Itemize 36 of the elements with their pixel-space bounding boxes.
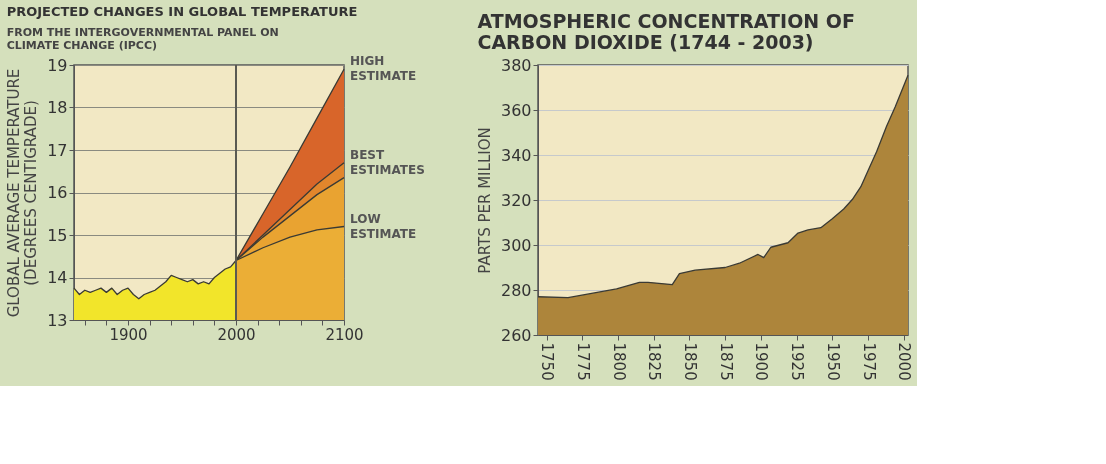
- y-tick-label: 360: [500, 100, 532, 120]
- y-tick-label: 320: [500, 190, 532, 210]
- y-tick-label: 17: [47, 140, 68, 160]
- x-tick-label: 2000: [217, 325, 256, 344]
- chart-title: ATMOSPHERIC CONCENTRATION OF CARBON DIOXIDE (1744 - 2003): [477, 10, 855, 53]
- x-tick-label: 1775: [573, 342, 592, 381]
- series-label: BEST ESTIMATES: [350, 147, 425, 177]
- y-tick-label: 340: [500, 145, 532, 165]
- x-tick-label: 2000: [895, 342, 914, 381]
- x-tick-label: 1825: [645, 342, 664, 381]
- x-tick-label: 1800: [609, 342, 628, 381]
- series-label: HIGH ESTIMATE: [350, 54, 417, 84]
- x-tick-label: 1850: [680, 342, 699, 381]
- y-tick-label: 380: [500, 55, 532, 75]
- x-tick-label: 1950: [823, 342, 842, 381]
- y-tick-label: 14: [47, 268, 68, 287]
- y-tick-label: 300: [500, 235, 532, 255]
- y-tick-label: 16: [47, 183, 68, 202]
- y-tick-label: 19: [47, 55, 68, 75]
- x-tick-label: 2100: [325, 325, 364, 344]
- x-tick-label: 1900: [109, 325, 148, 344]
- y-axis-title: GLOBAL AVERAGE TEMPERATURE (DEGREES CENTIGRADE): [5, 68, 41, 318]
- y-tick-label: 15: [47, 225, 68, 245]
- x-tick-label: 1875: [716, 342, 735, 381]
- y-tick-label: 13: [47, 310, 68, 330]
- y-axis-title: PARTS PER MILLION: [475, 127, 494, 274]
- y-tick-label: 18: [47, 98, 68, 117]
- chart-title: PROJECTED CHANGES IN GLOBAL TEMPERATURE: [6, 4, 358, 20]
- x-tick-label: 1750: [538, 342, 557, 381]
- series-label: LOW ESTIMATE: [350, 211, 417, 241]
- chart-subtitle: FROM THE INTERGOVERNMENTAL PANEL ON CLIMATE CHANGE (IPCC): [6, 26, 279, 53]
- x-tick-label: 1900: [752, 342, 771, 381]
- x-tick-label: 1975: [859, 342, 878, 381]
- x-tick-label: 1925: [788, 342, 807, 381]
- y-tick-label: 260: [500, 325, 532, 345]
- y-tick-label: 280: [500, 280, 532, 300]
